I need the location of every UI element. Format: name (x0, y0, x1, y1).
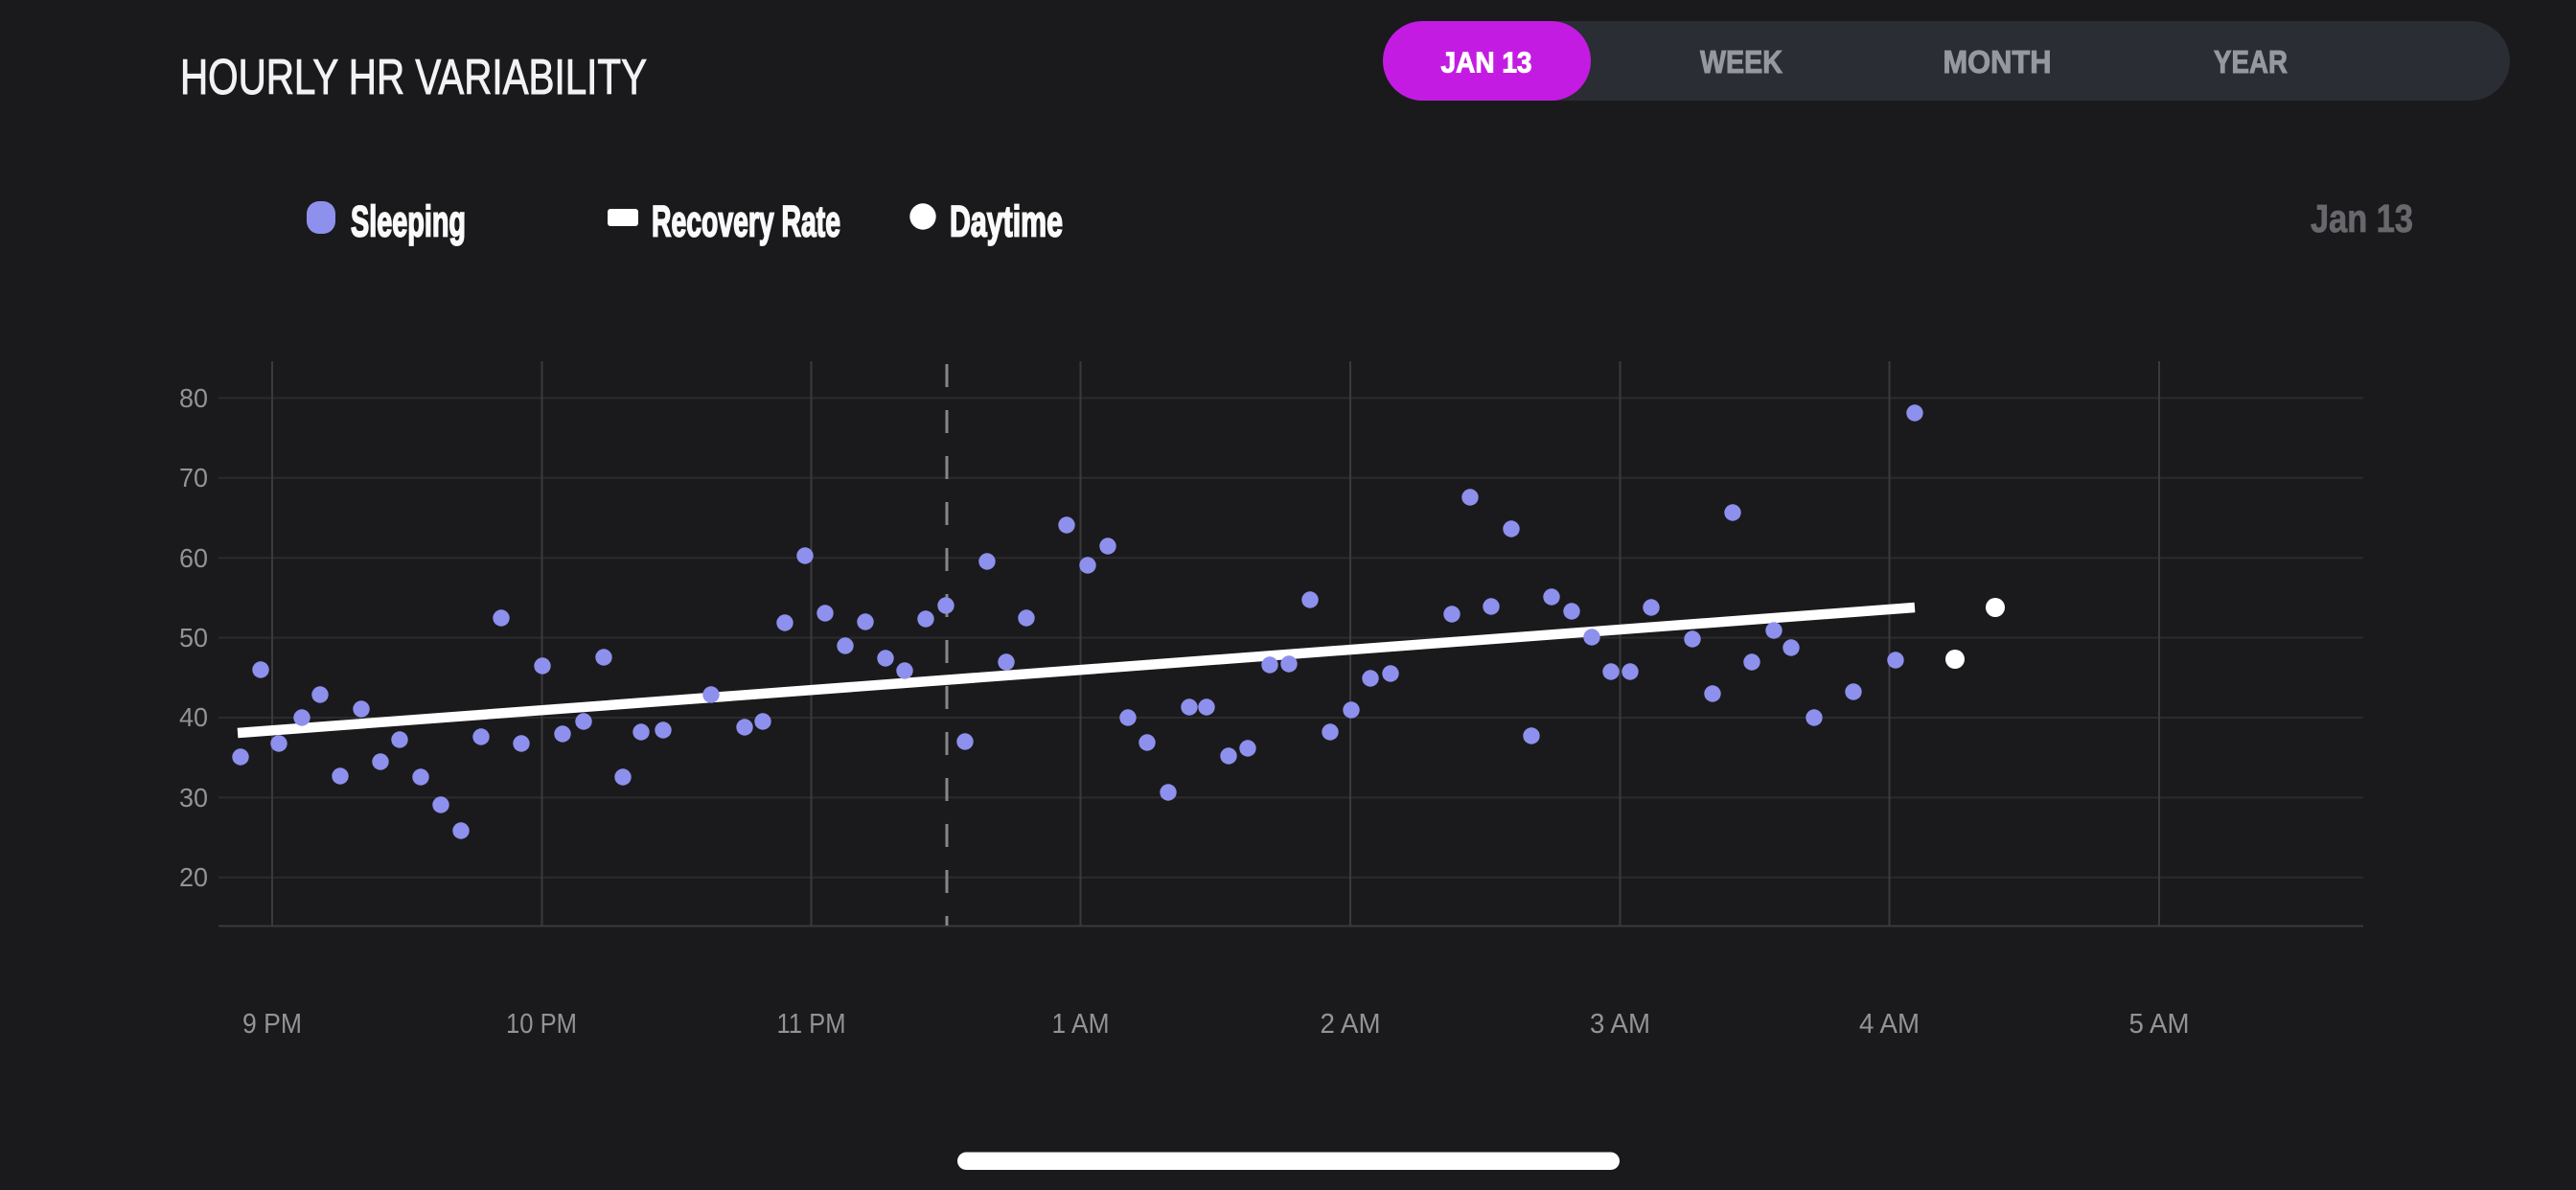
svg-text:YEAR: YEAR (2214, 44, 2288, 80)
svg-text:10 PM: 10 PM (506, 1009, 577, 1040)
svg-text:60: 60 (179, 543, 208, 573)
svg-text:Daytime: Daytime (950, 197, 1063, 246)
svg-text:80: 80 (179, 383, 208, 413)
svg-text:5 AM: 5 AM (2129, 1009, 2190, 1040)
svg-text:4 AM: 4 AM (1859, 1009, 1920, 1040)
svg-text:JAN 13: JAN 13 (1441, 46, 1532, 80)
svg-text:11 PM: 11 PM (777, 1009, 846, 1040)
svg-text:70: 70 (179, 463, 208, 492)
svg-text:Recovery Rate: Recovery Rate (652, 197, 840, 246)
svg-text:2 AM: 2 AM (1321, 1009, 1381, 1040)
svg-text:30: 30 (179, 783, 208, 812)
svg-text:Sleeping: Sleeping (351, 197, 466, 246)
svg-text:40: 40 (179, 702, 208, 732)
svg-text:WEEK: WEEK (1700, 44, 1782, 80)
svg-text:3 AM: 3 AM (1590, 1009, 1650, 1040)
svg-text:9 PM: 9 PM (242, 1009, 302, 1040)
svg-text:20: 20 (179, 862, 208, 892)
svg-text:MONTH: MONTH (1944, 44, 2052, 80)
svg-text:Jan 13: Jan 13 (2311, 196, 2413, 240)
svg-text:HOURLY HR VARIABILITY: HOURLY HR VARIABILITY (180, 50, 647, 105)
svg-text:1 AM: 1 AM (1052, 1009, 1110, 1040)
svg-text:50: 50 (179, 623, 208, 652)
